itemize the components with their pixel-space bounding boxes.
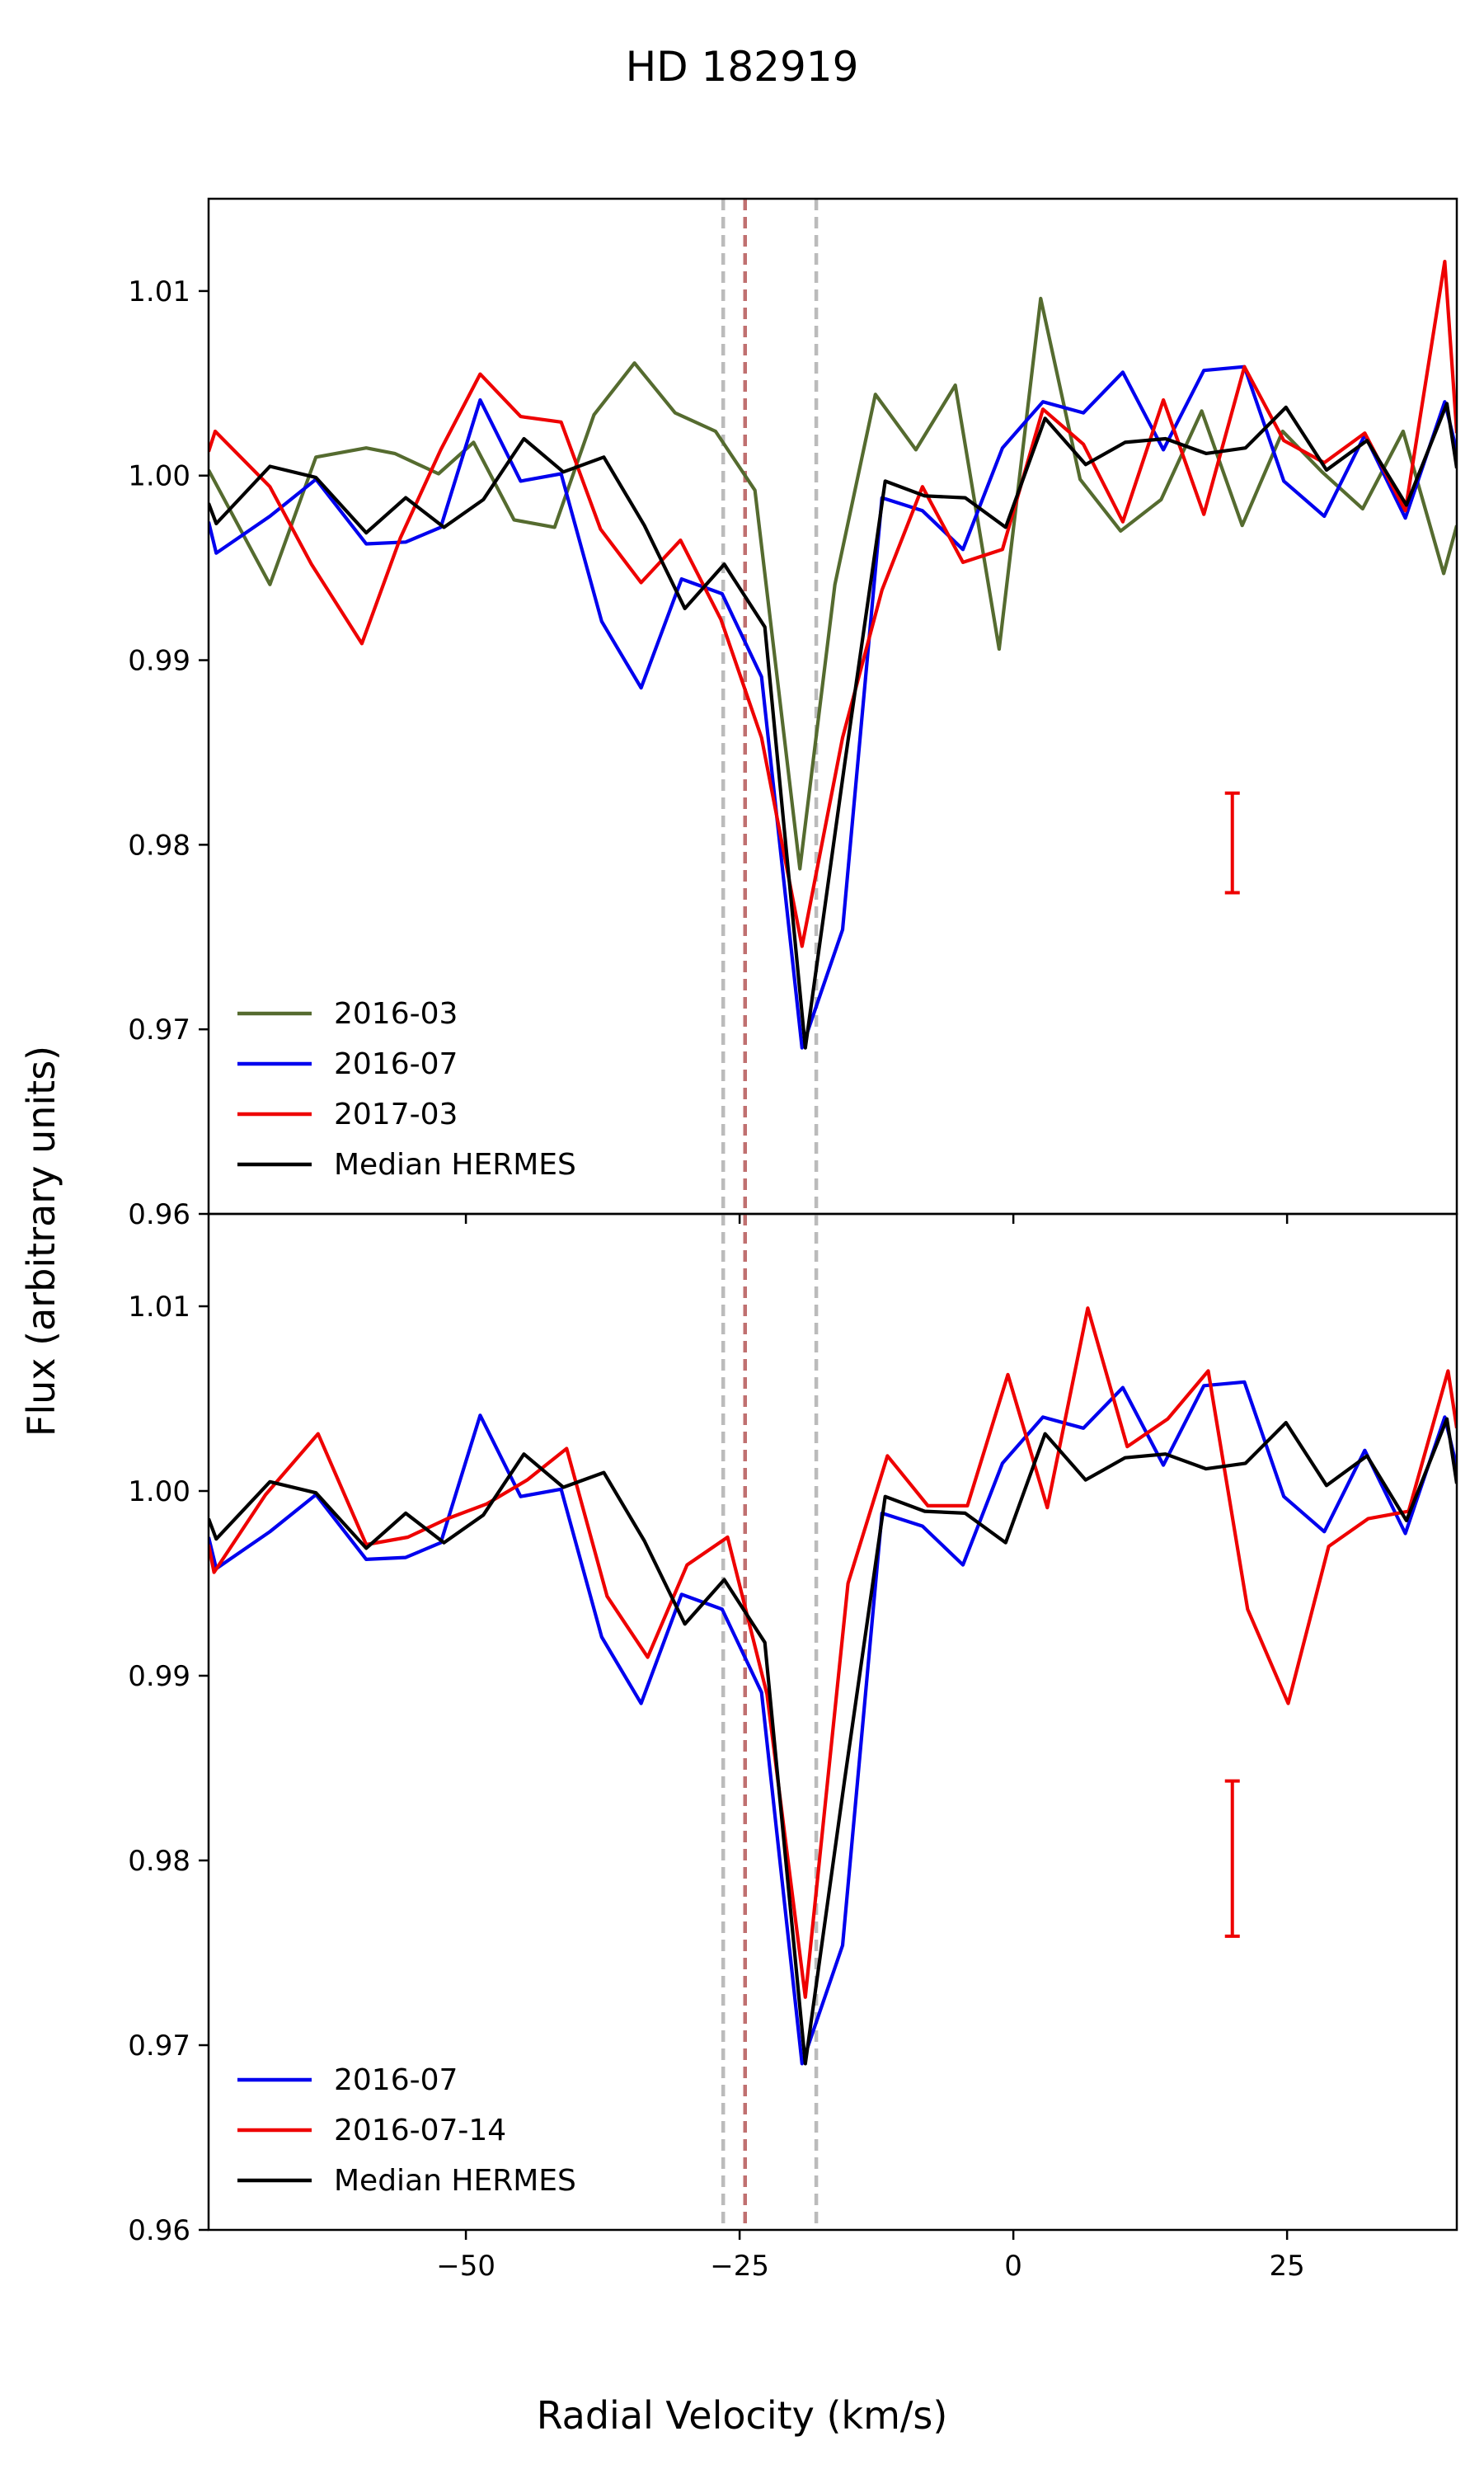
bottom-ytick-label-0: 0.96 <box>128 2214 190 2247</box>
bottom-ytick-label-3: 0.99 <box>128 1660 190 1693</box>
bottom-legend-label-0: 2016-07 <box>334 2063 458 2097</box>
bottom-ytick-label-5: 1.01 <box>128 1291 190 1324</box>
top-series-2016-07 <box>209 365 1457 1050</box>
top-series-2017-03 <box>209 260 1457 948</box>
top-error-bar <box>1224 791 1240 895</box>
bottom-ytick-label-4: 1.00 <box>128 1475 190 1508</box>
bottom-legend: 2016-07 2016-07-14 Median HERMES <box>237 2063 576 2198</box>
top-legend-label-2: 2017-03 <box>334 1098 458 1131</box>
y-axis-label: Flux (arbitrary units) <box>19 1046 63 1437</box>
bottom-ytick-label-1: 0.97 <box>128 2030 190 2062</box>
top-ytick-label-0: 0.96 <box>128 1198 190 1231</box>
bottom-panel: 0.96 0.97 0.98 0.99 1.00 1.01 −50 −25 0 25 2016-07… <box>128 1212 1458 2283</box>
top-ytick-label-4: 1.00 <box>128 460 190 493</box>
bottom-legend-label-1: 2016-07-14 <box>334 2114 506 2147</box>
bottom-ytick-label-2: 0.98 <box>128 1845 190 1878</box>
top-legend-label-3: Median HERMES <box>334 1148 576 1182</box>
top-panel: 0.960.970.980.991.001.012016-032016-0720… <box>128 197 1458 1231</box>
x-tick-label-1: −25 <box>710 2250 769 2283</box>
bottom-series-2016-07-14 <box>209 1306 1457 1999</box>
top-ytick-label-2: 0.98 <box>128 829 190 862</box>
x-tick-label-0: −50 <box>436 2250 495 2283</box>
top-series-2016-03 <box>209 296 1457 871</box>
bottom-error-bar <box>1224 1779 1240 1938</box>
bottom-series-median-hermes <box>209 1417 1457 2066</box>
top-legend-label-1: 2016-07 <box>334 1047 458 1081</box>
top-ytick-label-5: 1.01 <box>128 275 190 308</box>
x-tick-label-3: 25 <box>1270 2250 1305 2283</box>
bottom-legend-label-2: Median HERMES <box>334 2164 576 2198</box>
top-series-median-hermes <box>209 402 1457 1050</box>
top-legend: 2016-03 2016-07 2017-03 Median HERMES <box>237 997 576 1182</box>
top-ytick-label-3: 0.99 <box>128 645 190 678</box>
x-tick-label-2: 0 <box>1004 2250 1022 2283</box>
x-axis-label: Radial Velocity (km/s) <box>537 2393 948 2438</box>
bottom-frame <box>207 1212 1458 2232</box>
chart-title: HD 182919 <box>626 43 859 91</box>
bottom-series-2016-07 <box>209 1380 1457 2066</box>
top-legend-label-0: 2016-03 <box>334 997 458 1031</box>
top-ytick-label-1: 0.97 <box>128 1014 190 1047</box>
